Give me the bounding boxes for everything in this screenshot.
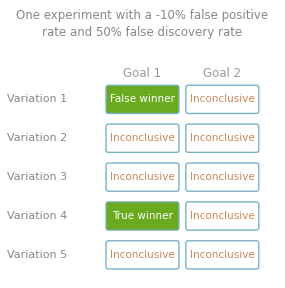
FancyBboxPatch shape — [186, 202, 259, 230]
Text: Variation 3: Variation 3 — [7, 172, 67, 182]
FancyBboxPatch shape — [186, 163, 259, 191]
FancyBboxPatch shape — [106, 202, 179, 230]
FancyBboxPatch shape — [106, 163, 179, 191]
Text: False winner: False winner — [110, 94, 175, 104]
Text: Variation 5: Variation 5 — [7, 250, 67, 260]
Text: Variation 4: Variation 4 — [7, 211, 67, 221]
Text: Inconclusive: Inconclusive — [190, 211, 255, 221]
Text: Inconclusive: Inconclusive — [110, 133, 175, 143]
FancyBboxPatch shape — [186, 241, 259, 269]
FancyBboxPatch shape — [186, 124, 259, 152]
Text: Inconclusive: Inconclusive — [110, 250, 175, 260]
FancyBboxPatch shape — [106, 124, 179, 152]
Text: One experiment with a -10% false positive
rate and 50% false discovery rate: One experiment with a -10% false positiv… — [17, 9, 268, 39]
FancyBboxPatch shape — [106, 85, 179, 113]
Text: Inconclusive: Inconclusive — [190, 94, 255, 104]
Text: Inconclusive: Inconclusive — [190, 172, 255, 182]
Text: True winner: True winner — [112, 211, 173, 221]
Text: Inconclusive: Inconclusive — [190, 250, 255, 260]
Text: Goal 2: Goal 2 — [203, 67, 241, 80]
Text: Inconclusive: Inconclusive — [190, 133, 255, 143]
Text: Inconclusive: Inconclusive — [110, 172, 175, 182]
FancyBboxPatch shape — [186, 85, 259, 113]
Text: Variation 1: Variation 1 — [7, 94, 67, 104]
Text: Goal 1: Goal 1 — [123, 67, 162, 80]
FancyBboxPatch shape — [106, 241, 179, 269]
Text: Variation 2: Variation 2 — [7, 133, 67, 143]
